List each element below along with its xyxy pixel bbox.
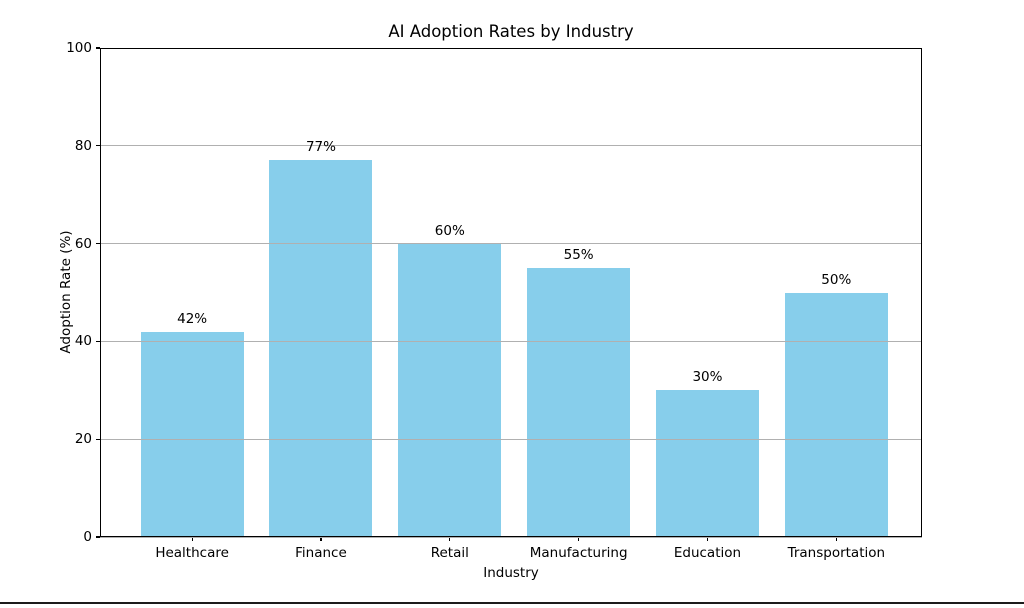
y-tick-label: 80 xyxy=(74,137,92,154)
x-axis-label: Industry xyxy=(483,565,539,581)
gridline-0 xyxy=(100,536,922,538)
x-tick-label-manufacturing: Manufacturing xyxy=(529,545,628,561)
bar-transportation xyxy=(784,292,888,537)
y-tick-label: 60 xyxy=(74,235,92,252)
y-tick-mark xyxy=(95,340,100,343)
x-tick-mark xyxy=(191,537,193,541)
y-tick-label: 20 xyxy=(74,431,92,448)
x-tick-label-transportation: Transportation xyxy=(787,545,886,561)
x-tick-mark xyxy=(320,537,322,541)
bar-value-label: 42% xyxy=(177,310,208,327)
gridline-40 xyxy=(100,340,922,342)
bar-finance xyxy=(269,160,373,537)
x-tick-mark xyxy=(578,537,580,541)
y-tick-mark xyxy=(95,243,100,245)
y-tick-mark xyxy=(95,47,100,49)
y-tick-mark xyxy=(95,536,100,538)
x-tick-label-healthcare: Healthcare xyxy=(155,545,229,561)
plot-area: 42% 77% 60% 55% 30% 50% xyxy=(100,47,922,538)
bar-value-label: 30% xyxy=(692,369,723,386)
gridline-80 xyxy=(100,145,922,147)
x-tick-mark xyxy=(706,537,709,541)
y-tick-label: 0 xyxy=(83,529,92,545)
x-tick-mark xyxy=(449,537,451,541)
bar-value-label: 55% xyxy=(563,247,594,264)
bar-value-label: 50% xyxy=(821,271,852,288)
x-tick-label-finance: Finance xyxy=(295,545,347,561)
bar-value-label: 77% xyxy=(305,139,336,156)
bar-healthcare xyxy=(140,331,244,537)
gridline-60 xyxy=(100,243,922,245)
bar-retail xyxy=(398,243,502,537)
x-tick-mark xyxy=(835,537,838,541)
gridline-100 xyxy=(100,47,922,49)
y-tick-label: 100 xyxy=(66,40,92,56)
bar-manufacturing xyxy=(527,268,631,537)
bar-education xyxy=(655,390,759,537)
y-tick-mark xyxy=(95,438,100,440)
window-bottom-border xyxy=(0,602,1024,604)
x-tick-label-retail: Retail xyxy=(430,545,469,561)
x-tick-label-education: Education xyxy=(673,545,742,561)
gridline-20 xyxy=(100,438,922,440)
chart-title: AI Adoption Rates by Industry xyxy=(388,22,634,41)
y-tick-label: 40 xyxy=(74,333,92,350)
y-tick-mark xyxy=(95,145,100,147)
bar-value-label: 60% xyxy=(434,222,465,239)
